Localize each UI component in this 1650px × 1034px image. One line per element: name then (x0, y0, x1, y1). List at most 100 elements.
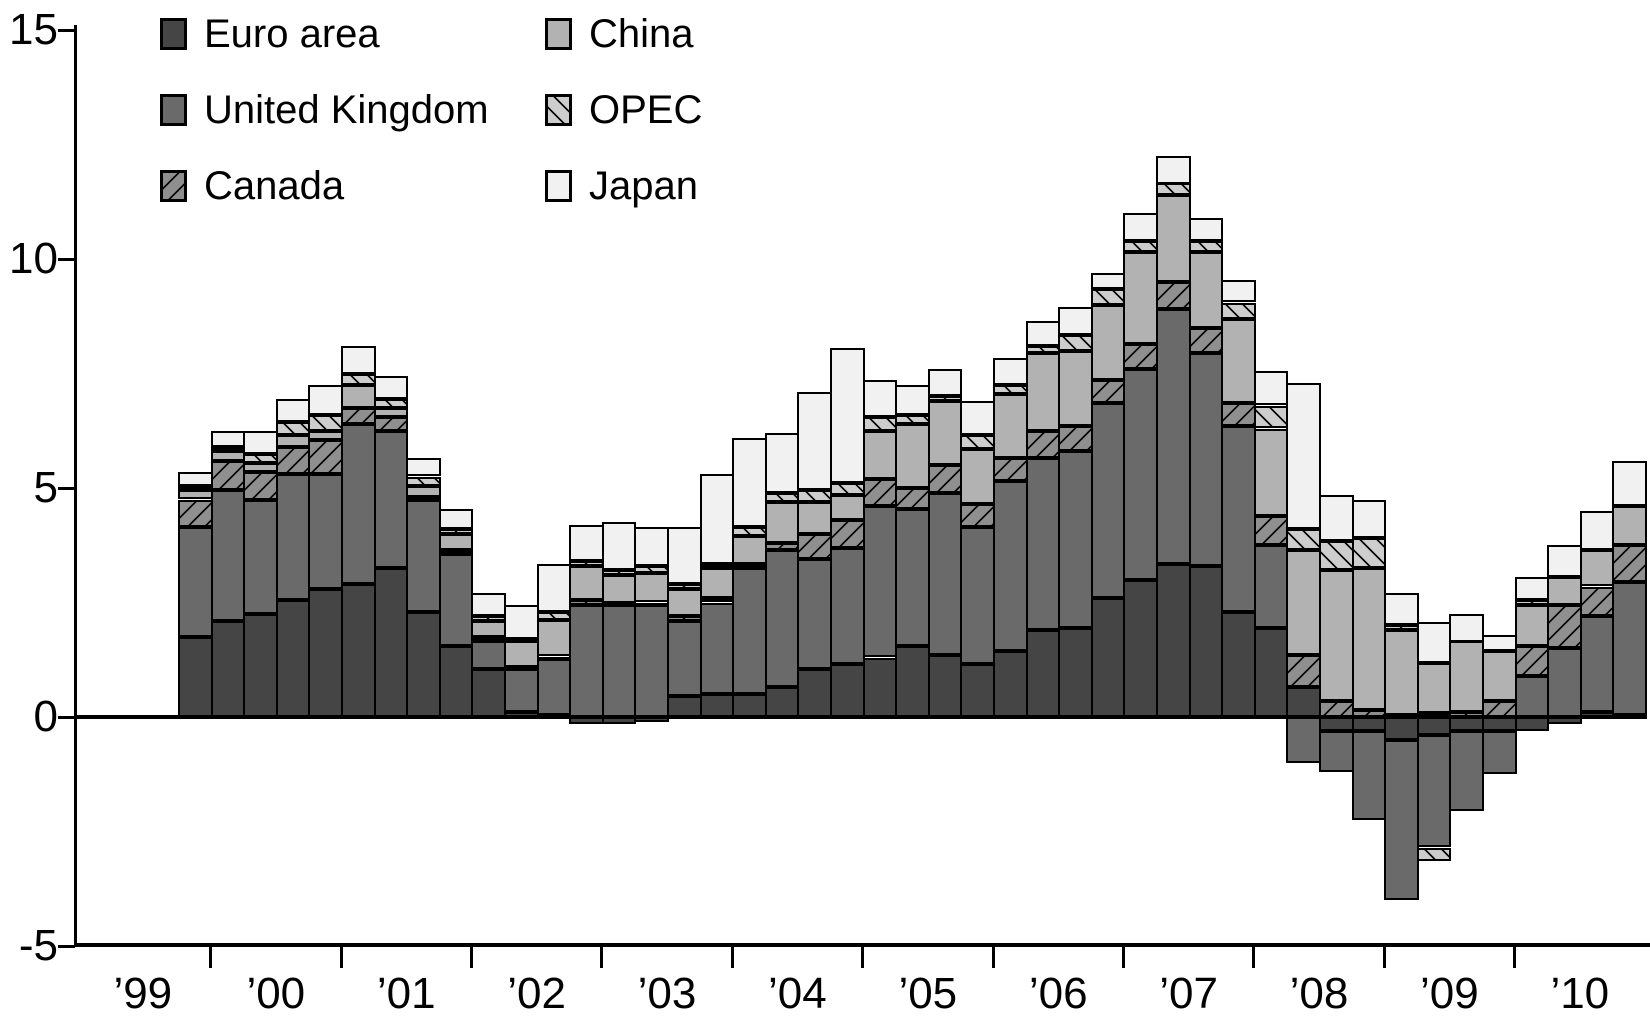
bar-segment-china (1351, 568, 1387, 711)
bar-segment-canada (1253, 515, 1289, 546)
bar-segment-uk (1482, 730, 1517, 775)
bar-segment-uk (699, 602, 735, 695)
x-year-label: ’04 (768, 969, 827, 1018)
bar-segment-china (1188, 252, 1224, 328)
bar-segment-uk (178, 526, 213, 637)
bar-segment-china (243, 462, 278, 472)
bar-segment-canada (471, 636, 506, 642)
bar-segment-euro (406, 611, 441, 717)
bar-segment-japan (504, 604, 539, 640)
bar-segment-japan (1123, 213, 1158, 241)
bar-segment-uk (993, 481, 1028, 651)
bar-segment-china (471, 620, 506, 637)
bar-segment-japan (960, 401, 995, 436)
bar-segment-canada (243, 472, 278, 500)
bar-segment-uk (1384, 739, 1419, 901)
bar-segment-euro (1025, 630, 1061, 717)
bar-segment-china (1449, 641, 1484, 713)
y-tick (58, 715, 75, 719)
bar-segment-uk (243, 499, 278, 614)
bar-segment-japan (1221, 279, 1256, 303)
bar-segment-japan (1449, 614, 1484, 642)
bar-segment-china (1416, 663, 1452, 714)
legend-swatch-opec (545, 94, 572, 126)
bar-segment-uk (438, 554, 474, 646)
bar-segment-china (1579, 549, 1615, 587)
bar-segment-euro (275, 600, 311, 717)
bar-segment-china (178, 490, 213, 500)
bar-segment-canada (634, 602, 669, 607)
bar-segment-euro (862, 657, 898, 717)
bar-segment-opec (1221, 302, 1256, 319)
bar-segment-japan (1286, 382, 1321, 530)
bar-segment-japan (569, 524, 604, 562)
bar-segment-euro (1221, 611, 1256, 717)
bar-segment-china (1025, 352, 1061, 431)
bar-segment-uk (1416, 735, 1452, 848)
bar-segment-opec (1384, 625, 1419, 630)
bar-segment-uk (601, 604, 637, 717)
bar-segment-china (797, 501, 832, 534)
bar-segment-uk (341, 423, 376, 585)
x-year-label: ’99 (113, 969, 173, 1018)
bar-segment-japan (373, 375, 409, 399)
y-tick-label: -5 (18, 921, 58, 970)
bar-segment-opec (1058, 334, 1093, 351)
bar-segment-canada (341, 407, 376, 424)
bar-segment-uk (1025, 458, 1061, 630)
bar-segment-canada (1156, 281, 1191, 310)
bar-segment-china (1547, 577, 1582, 605)
bar-segment-uk (797, 559, 832, 669)
bar-segment-canada (373, 417, 409, 431)
bar-segment-euro (699, 694, 735, 717)
bar-segment-japan (895, 384, 930, 415)
bar-segment-china (1384, 630, 1419, 715)
x-year-label: ’08 (1289, 969, 1349, 1018)
bar-segment-opec (667, 584, 702, 589)
y-tick-label: 15 (9, 5, 58, 54)
legend-label-uk: United Kingdom (204, 88, 489, 132)
bar-segment-japan (471, 593, 506, 617)
bar-segment-euro (1253, 627, 1289, 717)
x-year-label: ’07 (1159, 969, 1218, 1018)
y-tick-label: 5 (33, 463, 58, 512)
bar-segment-china (341, 385, 376, 408)
bar-segment-uk (764, 549, 800, 688)
bar-segment-uk (308, 474, 343, 589)
bar-segment-canada (1025, 430, 1061, 459)
bar-segment-japan (1612, 460, 1647, 507)
bar-segment-uk (1156, 309, 1191, 564)
bar-segment-uk (504, 668, 539, 713)
bar-segment-uk (1058, 451, 1093, 628)
bar-segment-canada (210, 460, 246, 491)
legend-swatch-china (545, 18, 572, 50)
bar-segment-canada (993, 458, 1028, 482)
bar-segment-euro (1156, 563, 1191, 717)
bar-segment-china (1058, 350, 1093, 427)
bar-segment-canada (699, 597, 735, 603)
bar-segment-china (993, 394, 1028, 459)
bar-segment-opec (830, 483, 865, 495)
bar-segment-opec (243, 453, 278, 463)
bar-segment-china (699, 568, 735, 598)
bar-segment-opec (438, 529, 474, 534)
bar-segment-opec (634, 565, 669, 573)
bar-segment-japan (210, 430, 246, 447)
y-tick-label: 10 (9, 234, 58, 283)
bar-segment-china (1221, 318, 1256, 404)
bar-segment-uk (275, 474, 311, 601)
bar-segment-opec (308, 414, 343, 431)
bar-segment-canada (764, 543, 800, 550)
bar-segment-canada (1058, 426, 1093, 452)
bar-segment-opec (1090, 288, 1126, 305)
bar-segment-china (275, 435, 311, 447)
bar-segment-uk (1188, 352, 1224, 566)
bar-segment-japan (1384, 593, 1419, 626)
y-tick (58, 28, 75, 32)
bar-segment-uk (830, 547, 865, 665)
bar-segment-japan (178, 472, 213, 486)
bar-segment-japan (1156, 156, 1191, 184)
bar-segment-opec (993, 384, 1028, 395)
bar-segment-opec (1156, 183, 1191, 195)
bar-segment-japan (927, 368, 963, 397)
